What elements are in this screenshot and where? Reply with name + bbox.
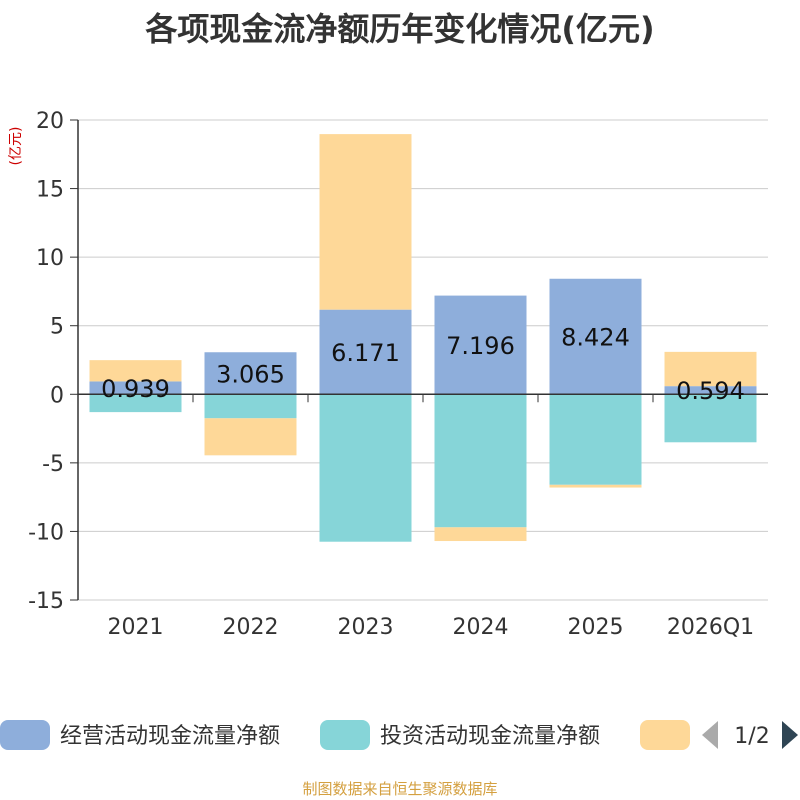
bar-2023-series-2	[319, 394, 412, 542]
data-label-2023: 6.171	[331, 339, 400, 367]
x-tick-label: 2022	[223, 615, 279, 640]
data-label-2026q1: 0.594	[676, 377, 745, 405]
x-tick-label: 2021	[108, 615, 164, 640]
bar-2024-series-1	[434, 295, 527, 395]
data-label-2025: 8.424	[561, 324, 630, 352]
grid-lines	[78, 119, 768, 601]
data-label-2021: 0.939	[101, 375, 170, 403]
y-tick-label: 5	[50, 315, 64, 340]
y-axis-unit-label: (亿元)	[8, 127, 24, 166]
bar-2026q1-series-3	[664, 351, 757, 387]
y-tick-label: 15	[36, 178, 64, 203]
bar-2026q1-series-1	[664, 386, 757, 395]
data-labels: 0.939 3.065 6.171 7.196 8.424 0.594	[101, 324, 745, 406]
bar-2023-series-3	[319, 134, 412, 310]
bar-2021-series-3	[89, 360, 182, 382]
y-tick-label: 10	[36, 246, 64, 271]
y-tick-label: -5	[42, 452, 64, 477]
bar-2026q1-series-2	[664, 394, 757, 443]
bars	[89, 134, 757, 542]
data-label-2024: 7.196	[446, 332, 515, 360]
legend-label-series-1: 经营活动现金流量净额	[60, 724, 280, 749]
legend-swatch-series-2	[320, 720, 370, 750]
bar-2023-series-1	[319, 309, 412, 395]
x-tick-label: 2024	[453, 615, 509, 640]
legend-label-series-2: 投资活动现金流量净额	[380, 724, 600, 749]
legend-next-icon[interactable]	[782, 721, 798, 749]
x-tick-label: 2025	[568, 615, 624, 640]
y-tick-label: -15	[28, 589, 64, 614]
bar-2022-series-1	[204, 352, 297, 395]
bar-2025-series-1	[549, 278, 642, 395]
legend-swatch-series-3	[640, 720, 690, 750]
bar-2022-series-3	[204, 418, 297, 456]
source-note: 制图数据来自恒生聚源数据库	[302, 780, 498, 798]
bar-2022-series-2	[204, 394, 297, 419]
bar-2024-series-3	[434, 527, 527, 542]
y-tick-label: 20	[36, 109, 64, 134]
chart-title: 各项现金流净额历年变化情况(亿元)	[145, 10, 655, 48]
legend: 经营活动现金流量净额 投资活动现金流量净额 1/2	[0, 720, 798, 750]
data-label-2022: 3.065	[216, 360, 285, 388]
y-tick-label: -10	[28, 520, 64, 545]
bar-2025-series-2	[549, 394, 642, 485]
legend-swatch-series-1	[0, 720, 50, 750]
bar-2025-series-3	[549, 484, 642, 488]
y-tick-label: 0	[50, 383, 64, 408]
legend-page-indicator: 1/2	[734, 724, 769, 749]
bar-2021-series-2	[89, 394, 182, 413]
x-tick-label: 2023	[338, 615, 394, 640]
axes: 20 15 10 5 0 -5 -10 -15 2021 2022 2023 2024 2025 2026…	[28, 109, 768, 640]
legend-prev-icon[interactable]	[702, 721, 718, 749]
x-tick-label: 2026Q1	[667, 615, 754, 640]
bar-2021-series-1	[89, 381, 182, 395]
bar-2024-series-2	[434, 394, 527, 528]
